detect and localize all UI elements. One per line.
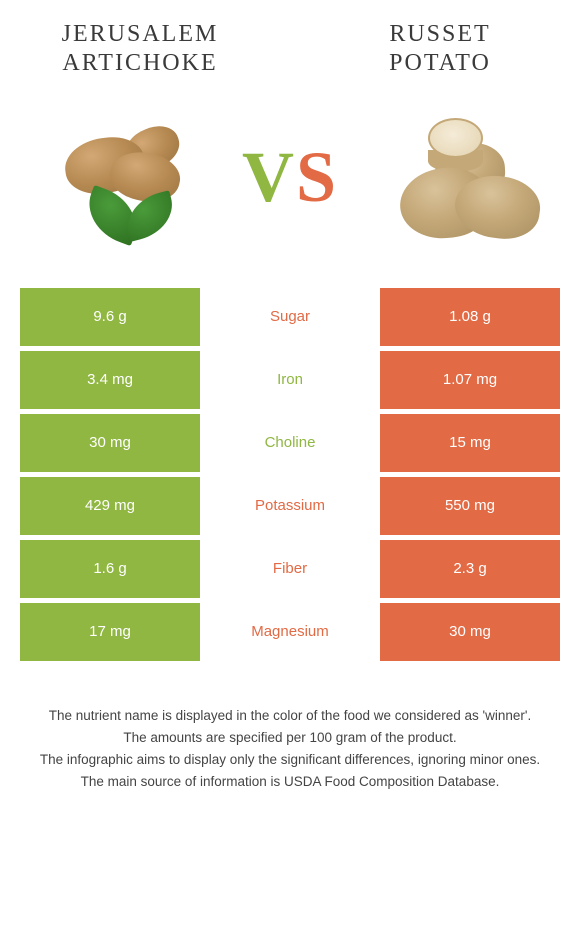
- right-value: 30 mg: [380, 603, 560, 661]
- right-value: 1.07 mg: [380, 351, 560, 409]
- right-value: 1.08 g: [380, 288, 560, 346]
- russet-potato-icon: [380, 98, 550, 258]
- table-row: 3.4 mgIron1.07 mg: [20, 351, 560, 409]
- footnote-line: The main source of information is USDA F…: [20, 772, 560, 792]
- footnote-line: The amounts are specified per 100 gram o…: [20, 728, 560, 748]
- right-value: 15 mg: [380, 414, 560, 472]
- right-food-title: RUSSET POTATO: [340, 20, 540, 78]
- vs-label: VS: [242, 136, 338, 219]
- vs-letter-s: S: [296, 137, 338, 217]
- nutrient-table: 9.6 gSugar1.08 g3.4 mgIron1.07 mg30 mgCh…: [0, 288, 580, 661]
- left-value: 3.4 mg: [20, 351, 200, 409]
- vs-letter-v: V: [242, 137, 296, 217]
- right-value: 550 mg: [380, 477, 560, 535]
- table-row: 1.6 gFiber2.3 g: [20, 540, 560, 598]
- table-row: 429 mgPotassium550 mg: [20, 477, 560, 535]
- left-value: 1.6 g: [20, 540, 200, 598]
- header-row: JERUSALEM ARTICHOKE RUSSET POTATO: [0, 0, 580, 88]
- footnote-line: The infographic aims to display only the…: [20, 750, 560, 770]
- left-value: 429 mg: [20, 477, 200, 535]
- table-row: 17 mgMagnesium30 mg: [20, 603, 560, 661]
- right-value: 2.3 g: [380, 540, 560, 598]
- nutrient-name: Choline: [200, 414, 380, 472]
- left-value: 17 mg: [20, 603, 200, 661]
- jerusalem-artichoke-icon: [30, 98, 200, 258]
- left-food-title: JERUSALEM ARTICHOKE: [40, 20, 240, 78]
- nutrient-name: Potassium: [200, 477, 380, 535]
- footnote-line: The nutrient name is displayed in the co…: [20, 706, 560, 726]
- images-row: VS: [0, 88, 580, 288]
- left-value: 30 mg: [20, 414, 200, 472]
- nutrient-name: Magnesium: [200, 603, 380, 661]
- nutrient-name: Fiber: [200, 540, 380, 598]
- left-value: 9.6 g: [20, 288, 200, 346]
- nutrient-name: Iron: [200, 351, 380, 409]
- table-row: 30 mgCholine15 mg: [20, 414, 560, 472]
- footnotes: The nutrient name is displayed in the co…: [0, 666, 580, 793]
- nutrient-name: Sugar: [200, 288, 380, 346]
- table-row: 9.6 gSugar1.08 g: [20, 288, 560, 346]
